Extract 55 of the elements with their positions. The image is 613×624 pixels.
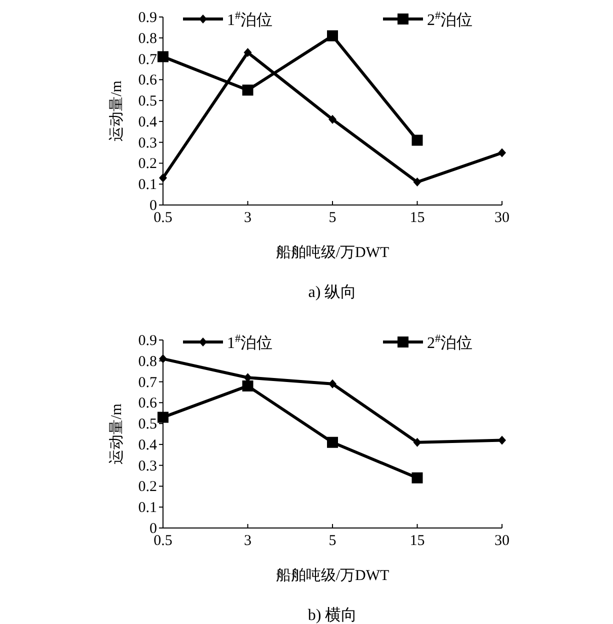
x-tick-label: 3 [244, 533, 252, 549]
y-tick-label: 0.6 [138, 72, 158, 89]
y-tick-label: 0.8 [138, 30, 157, 47]
y-tick-label: 0 [150, 521, 157, 537]
y-tick-label: 0.4 [138, 437, 158, 454]
point [327, 30, 338, 42]
y-tick-label: 0.1 [138, 177, 157, 194]
point [413, 438, 422, 447]
x-tick-label: 30 [494, 533, 510, 549]
y-tick-label: 0.5 [138, 94, 157, 110]
text: a) 纵向 [308, 284, 357, 301]
y-tick-label: 0.4 [138, 114, 158, 130]
point [412, 134, 423, 146]
y-tick-label: 0.9 [138, 10, 157, 26]
y-tick-label: 0.7 [138, 52, 158, 68]
legend-label: 2$^{#}$泊位 [427, 333, 473, 352]
x-tick-label: 15 [410, 210, 425, 226]
point [498, 148, 506, 158]
point [158, 51, 168, 62]
y-tick-label: 0.2 [138, 156, 157, 172]
x-tick-label: 3 [244, 210, 252, 226]
y-tick-label: 0.9 [138, 333, 157, 349]
y-axis-title: 运动量/m [108, 80, 125, 142]
point [328, 379, 336, 388]
y-tick-label: 0.2 [138, 479, 157, 496]
point [244, 48, 252, 58]
y-tick-label: 0 [150, 198, 157, 214]
x-tick-label: 5 [328, 210, 336, 226]
point [158, 412, 168, 423]
y-tick-label: 0.3 [138, 135, 157, 152]
y-tick-label: 0.5 [138, 416, 157, 433]
x-tick-label: 15 [410, 533, 425, 549]
x-axis-title: 船舶吨级/万DWT [276, 244, 390, 261]
legend-label: 2$^{#}$泊位 [427, 10, 473, 29]
point [159, 354, 167, 364]
point [498, 436, 506, 445]
y-tick-label: 0.1 [138, 500, 157, 516]
point [242, 380, 254, 392]
point [412, 472, 423, 484]
legend-label: 1$^{#}$泊位 [227, 333, 273, 352]
point [413, 178, 422, 187]
point [159, 173, 167, 182]
x-tick-label: 30 [494, 210, 510, 226]
x-axis-title: 船舶吨级/万DWT [276, 567, 390, 584]
x-tick-label: 5 [328, 533, 336, 549]
y-tick-label: 0.7 [138, 374, 158, 391]
y-tick-label: 0.8 [138, 354, 157, 370]
text: b) 横向 [308, 606, 358, 624]
y-tick-label: 0.3 [138, 458, 157, 474]
point [242, 84, 254, 96]
y-axis-title: 运动量/m [108, 403, 125, 464]
y-tick-label: 0.6 [138, 396, 158, 412]
point [328, 114, 336, 124]
legend-label: 1$^{#}$泊位 [227, 10, 273, 29]
point [327, 436, 338, 448]
